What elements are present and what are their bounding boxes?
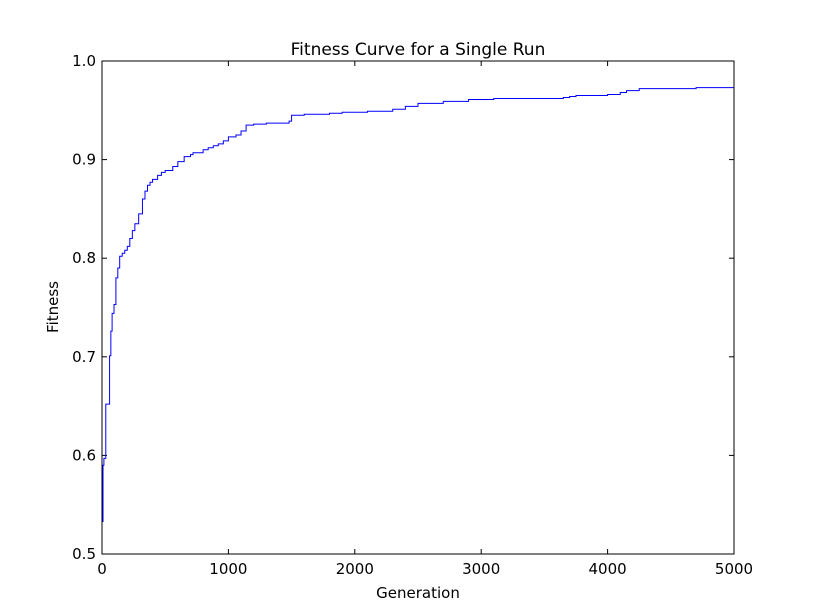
- y-axis-label: Fitness: [44, 281, 62, 333]
- series-line: [102, 85, 735, 522]
- y-tick-label: 0.6: [72, 446, 96, 464]
- x-tick-label: 0: [97, 560, 107, 578]
- x-tick-label: 2000: [336, 560, 374, 578]
- x-tick-label: 3000: [462, 560, 500, 578]
- tick-marks: [101, 60, 735, 555]
- plot-frame: [101, 60, 735, 555]
- x-tick-label: 1000: [209, 560, 247, 578]
- y-tick-label: 0.7: [72, 348, 96, 366]
- y-tick-label: 0.8: [72, 249, 96, 267]
- x-tick-label: 5000: [715, 560, 753, 578]
- chart-title: Fitness Curve for a Single Run: [291, 40, 546, 60]
- x-tick-label: 4000: [589, 560, 627, 578]
- x-axis-label: Generation: [376, 584, 460, 602]
- y-tick-label: 1.0: [72, 52, 96, 70]
- y-tick-label: 0.5: [72, 545, 96, 563]
- tick-labels: 0 1000 2000 3000 4000 5000 0.5 0.6 0.7 0.8 0.9 1.0: [72, 52, 753, 578]
- y-tick-label: 0.9: [72, 151, 96, 169]
